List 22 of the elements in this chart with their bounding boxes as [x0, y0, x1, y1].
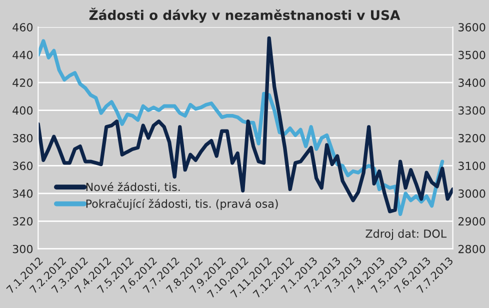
y2-tick-label: 3500 [458, 50, 486, 60]
y-tick-label: 380 [12, 134, 33, 142]
y-tick-label: 340 [12, 189, 33, 198]
y2-tick-label: 2900 [458, 217, 486, 226]
y2-tick-label: 3000 [458, 189, 486, 198]
y2-tick-label: 3600 [458, 23, 486, 32]
y-tick-label: 360 [12, 162, 33, 170]
chart-title: Žádosti o dávky v nezaměstnanosti v USA [89, 8, 400, 23]
y-tick-label: 460 [12, 23, 33, 32]
y2-tick-label: 2800 [458, 244, 486, 254]
y-tick-label: 400 [12, 106, 33, 115]
y2-tick-label: 3300 [458, 106, 486, 115]
y-tick-label: 420 [12, 78, 33, 87]
y2-tick-label: 3100 [458, 162, 486, 170]
annotation: Zdroj dat: DOL [366, 229, 447, 240]
y-tick-label: 320 [12, 217, 33, 226]
legend-label: Pokračující žádosti, tis. (pravá osa) [86, 198, 278, 210]
y-tick-label: 300 [12, 244, 33, 254]
legend-label: Nové žádosti, tis. [86, 182, 180, 192]
y-tick-label: 440 [12, 50, 33, 60]
y2-tick-label: 3400 [458, 78, 486, 87]
y2-tick-label: 3200 [458, 134, 486, 142]
